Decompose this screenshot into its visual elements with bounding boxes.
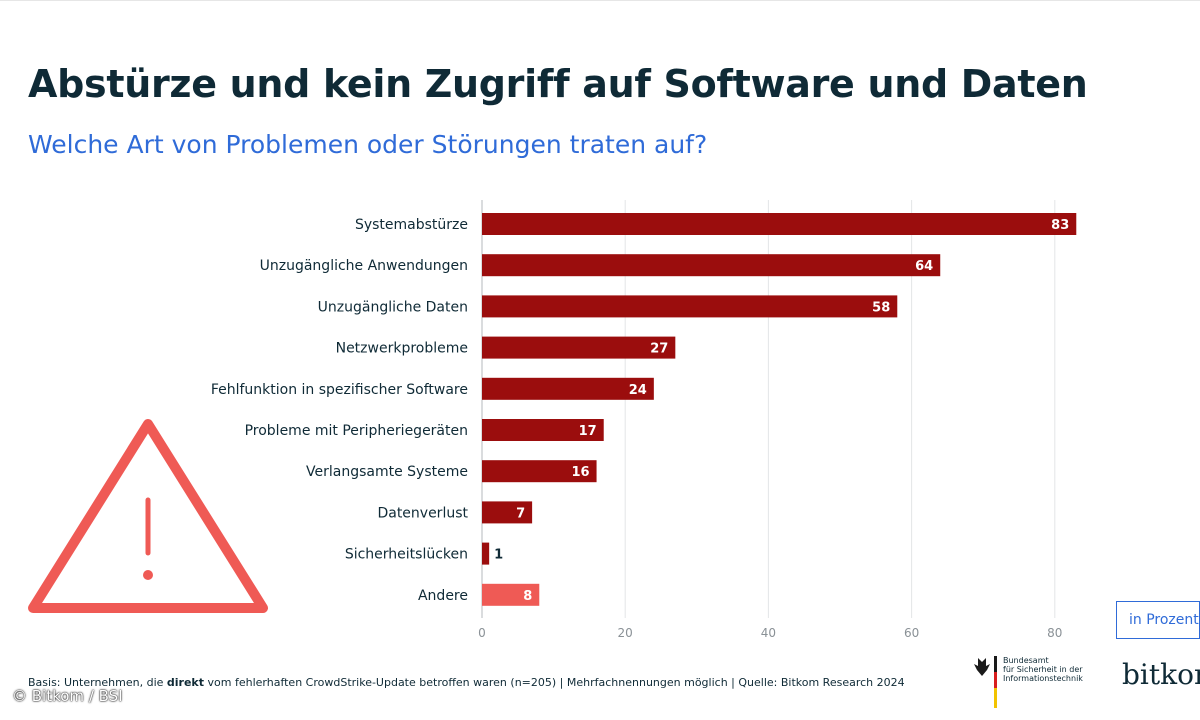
- page-title: Abstürze und kein Zugriff auf Software u…: [28, 62, 1088, 106]
- value-label: 64: [915, 259, 933, 274]
- category-label: Fehlfunktion in spezifischer Software: [211, 382, 468, 398]
- x-tick-label: 40: [761, 626, 776, 640]
- value-label: 58: [872, 300, 890, 315]
- bar-6: [482, 419, 604, 441]
- x-tick-label: 60: [904, 626, 919, 640]
- category-label: Unzugängliche Anwendungen: [260, 258, 468, 274]
- value-label: 17: [579, 424, 597, 439]
- value-label: 1: [494, 548, 503, 563]
- value-label: 83: [1051, 218, 1069, 233]
- unit-label: in Prozent: [1116, 601, 1200, 639]
- category-label: Datenverlust: [377, 505, 468, 521]
- x-tick-label: 20: [618, 626, 633, 640]
- footnote-prefix: Basis: Unternehmen, die: [28, 676, 167, 689]
- x-tick-label: 0: [478, 626, 486, 640]
- top-divider: [0, 0, 1200, 1]
- x-tick-label: 80: [1047, 626, 1062, 640]
- category-label: Netzwerkprobleme: [336, 341, 468, 357]
- bar-8: [482, 501, 533, 524]
- bsi-logo: [974, 656, 997, 708]
- category-label: Andere: [418, 588, 468, 604]
- bar-2: [482, 254, 941, 277]
- bsi-line-2: für Sicherheit in der: [1003, 665, 1083, 674]
- chart-subtitle: Welche Art von Problemen oder Störungen …: [28, 130, 708, 159]
- value-label: 8: [523, 589, 532, 604]
- copyright-notice: © Bitkom / BSI: [12, 687, 123, 705]
- category-label: Probleme mit Peripheriegeräten: [245, 423, 468, 439]
- value-label: 24: [629, 383, 647, 398]
- category-label: Sicherheitslücken: [345, 547, 468, 563]
- footnote-suffix: vom fehlerhaften CrowdStrike-Update betr…: [204, 676, 905, 689]
- category-label: Verlangsamte Systeme: [306, 464, 468, 480]
- bsi-line-1: Bundesamt: [1003, 656, 1049, 665]
- bitkom-logo: bitkom: [1122, 658, 1200, 691]
- bar-9: [482, 542, 490, 565]
- value-label: 27: [650, 342, 668, 357]
- bar-10: [482, 583, 540, 606]
- category-label: Systemabstürze: [355, 217, 468, 233]
- value-label: 7: [516, 506, 525, 521]
- bsi-logo-text: Bundesamt für Sicherheit in der Informat…: [1003, 656, 1098, 683]
- bar-5: [482, 377, 654, 400]
- footnote-bold: direkt: [166, 676, 205, 689]
- value-label: 16: [571, 465, 589, 480]
- category-label: Unzugängliche Daten: [318, 299, 468, 315]
- eagle-icon: [974, 658, 990, 676]
- footnote: Basis: Unternehmen, die direkt vom fehle…: [28, 676, 905, 689]
- bsi-line-3: Informationstechnik: [1003, 674, 1083, 683]
- bar-1: [482, 213, 1077, 235]
- bar-7: [482, 460, 597, 483]
- warning-triangle-icon: [28, 419, 268, 613]
- bar-4: [482, 336, 676, 359]
- bar-3: [482, 295, 898, 318]
